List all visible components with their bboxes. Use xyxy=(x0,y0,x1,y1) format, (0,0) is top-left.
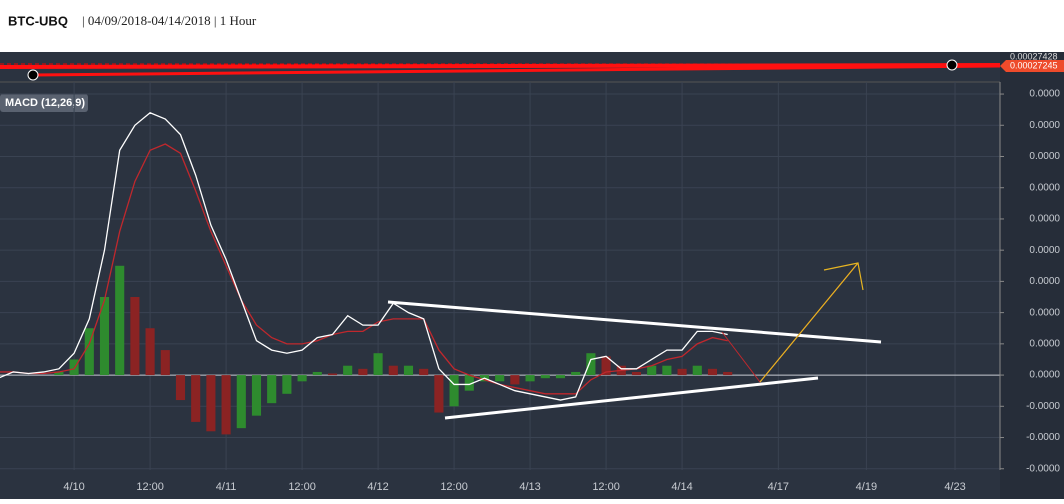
histogram-bar xyxy=(267,375,277,404)
axis-bg xyxy=(1000,48,1064,499)
histogram-bar xyxy=(464,375,474,391)
y-tick-label: 0.0000 xyxy=(1029,182,1060,193)
histogram-bar xyxy=(403,365,414,376)
x-tick-label: 4/13 xyxy=(519,481,540,493)
panel-sep xyxy=(0,48,1064,52)
y-tick-label: 0.0000 xyxy=(1029,245,1060,256)
x-tick-label: 12:00 xyxy=(288,481,316,493)
price-label: 0.00027245 xyxy=(1010,60,1058,70)
handle[interactable] xyxy=(946,59,958,71)
histogram-bar xyxy=(175,375,186,401)
handle[interactable] xyxy=(27,69,39,81)
x-tick-label: 4/17 xyxy=(768,481,789,493)
indicator-title: MACD (12,26,9) xyxy=(5,97,85,109)
histogram-bar xyxy=(343,365,353,376)
y-tick-label: 0.0000 xyxy=(1029,307,1060,318)
range: | 04/09/2018-04/14/2018 | 1 Hour xyxy=(82,13,257,28)
histogram-bar xyxy=(555,375,566,379)
trend-red xyxy=(0,63,1001,69)
histogram-bar xyxy=(647,365,657,376)
x-tick-label: 12:00 xyxy=(136,481,164,493)
histogram-bar xyxy=(115,265,125,376)
histogram-bar xyxy=(327,373,338,376)
histogram-bar xyxy=(160,350,170,376)
y-tick-label: 0.0000 xyxy=(1029,214,1060,225)
y-tick-label: -0.0000 xyxy=(1026,401,1060,412)
histogram-bar xyxy=(571,371,581,376)
price-badge xyxy=(1000,60,1064,72)
trend-line xyxy=(444,376,819,420)
histogram-bar xyxy=(84,328,94,376)
x-tick-label: 4/10 xyxy=(63,481,84,493)
histogram-bar xyxy=(282,375,292,394)
x-tick-label: 4/23 xyxy=(944,481,965,493)
price-strip: 0.00027428 0.00027245 xyxy=(0,51,1064,83)
histogram-bar xyxy=(631,371,642,376)
y-tick-label: 0.0000 xyxy=(1029,276,1060,287)
histogram-bar xyxy=(206,375,216,432)
histogram-bar xyxy=(525,375,535,382)
histogram-bar xyxy=(510,375,520,385)
arrow-head xyxy=(823,262,864,291)
panel-bg xyxy=(0,48,1064,499)
histogram-bar xyxy=(69,359,79,376)
annotations xyxy=(387,262,882,420)
histogram-bar xyxy=(540,375,550,379)
histogram-bar xyxy=(221,375,231,435)
indicator-badge[interactable] xyxy=(0,94,88,112)
histogram-bar xyxy=(419,368,429,376)
x-tick-label: 4/14 xyxy=(671,481,692,493)
histogram-bar xyxy=(495,375,505,382)
price-label: 0.00027428 xyxy=(1010,51,1058,61)
histogram-bar xyxy=(251,375,262,416)
histogram-bar xyxy=(434,375,444,413)
histogram-bar xyxy=(662,365,672,376)
y-tick-label: -0.0000 xyxy=(1026,463,1060,474)
line-macd xyxy=(0,112,728,401)
histogram-bar xyxy=(723,371,733,376)
histogram-bar xyxy=(312,371,322,376)
x-tick-label: 4/19 xyxy=(856,481,877,493)
histogram-bar xyxy=(145,328,155,376)
histogram-bar xyxy=(707,368,718,376)
histogram-bar xyxy=(677,368,687,376)
line-signal xyxy=(0,143,728,395)
trend-red xyxy=(31,64,1001,77)
histogram-bar xyxy=(297,375,307,382)
histogram-bar xyxy=(358,368,368,376)
histogram-bar xyxy=(373,353,383,376)
y-tick-label: 0.0000 xyxy=(1029,370,1060,381)
x-tick-label: 12:00 xyxy=(592,481,620,493)
x-tick-label: 4/11 xyxy=(216,481,237,493)
histogram-bar xyxy=(449,375,459,407)
y-tick-label: 0.0000 xyxy=(1029,338,1060,349)
arrow xyxy=(759,262,859,383)
histogram-bar xyxy=(236,375,246,429)
y-tick-label: 0.0000 xyxy=(1029,151,1060,162)
histogram-bar xyxy=(130,297,140,376)
histogram-bar xyxy=(54,371,64,376)
histogram-bar xyxy=(191,375,201,422)
histogram-bar xyxy=(586,353,596,376)
histogram-bar xyxy=(388,365,398,376)
plot: 4/10 12:00 4/11 12:00 4/12 12:00 4/13 12:00 4/14… xyxy=(0,82,1060,493)
header-bg xyxy=(0,0,1064,48)
x-tick-label: 4/12 xyxy=(367,481,388,493)
pair: BTC-UBQ xyxy=(8,13,68,28)
y-tick-label: -0.0000 xyxy=(1026,432,1060,443)
x-tick-label: 12:00 xyxy=(440,481,468,493)
y-tick-label: 0.0000 xyxy=(1029,89,1060,100)
histogram-bar xyxy=(601,356,611,376)
histogram-bar xyxy=(692,365,702,376)
histogram-bar xyxy=(99,297,110,376)
y-tick-label: 0.0000 xyxy=(1029,120,1060,131)
